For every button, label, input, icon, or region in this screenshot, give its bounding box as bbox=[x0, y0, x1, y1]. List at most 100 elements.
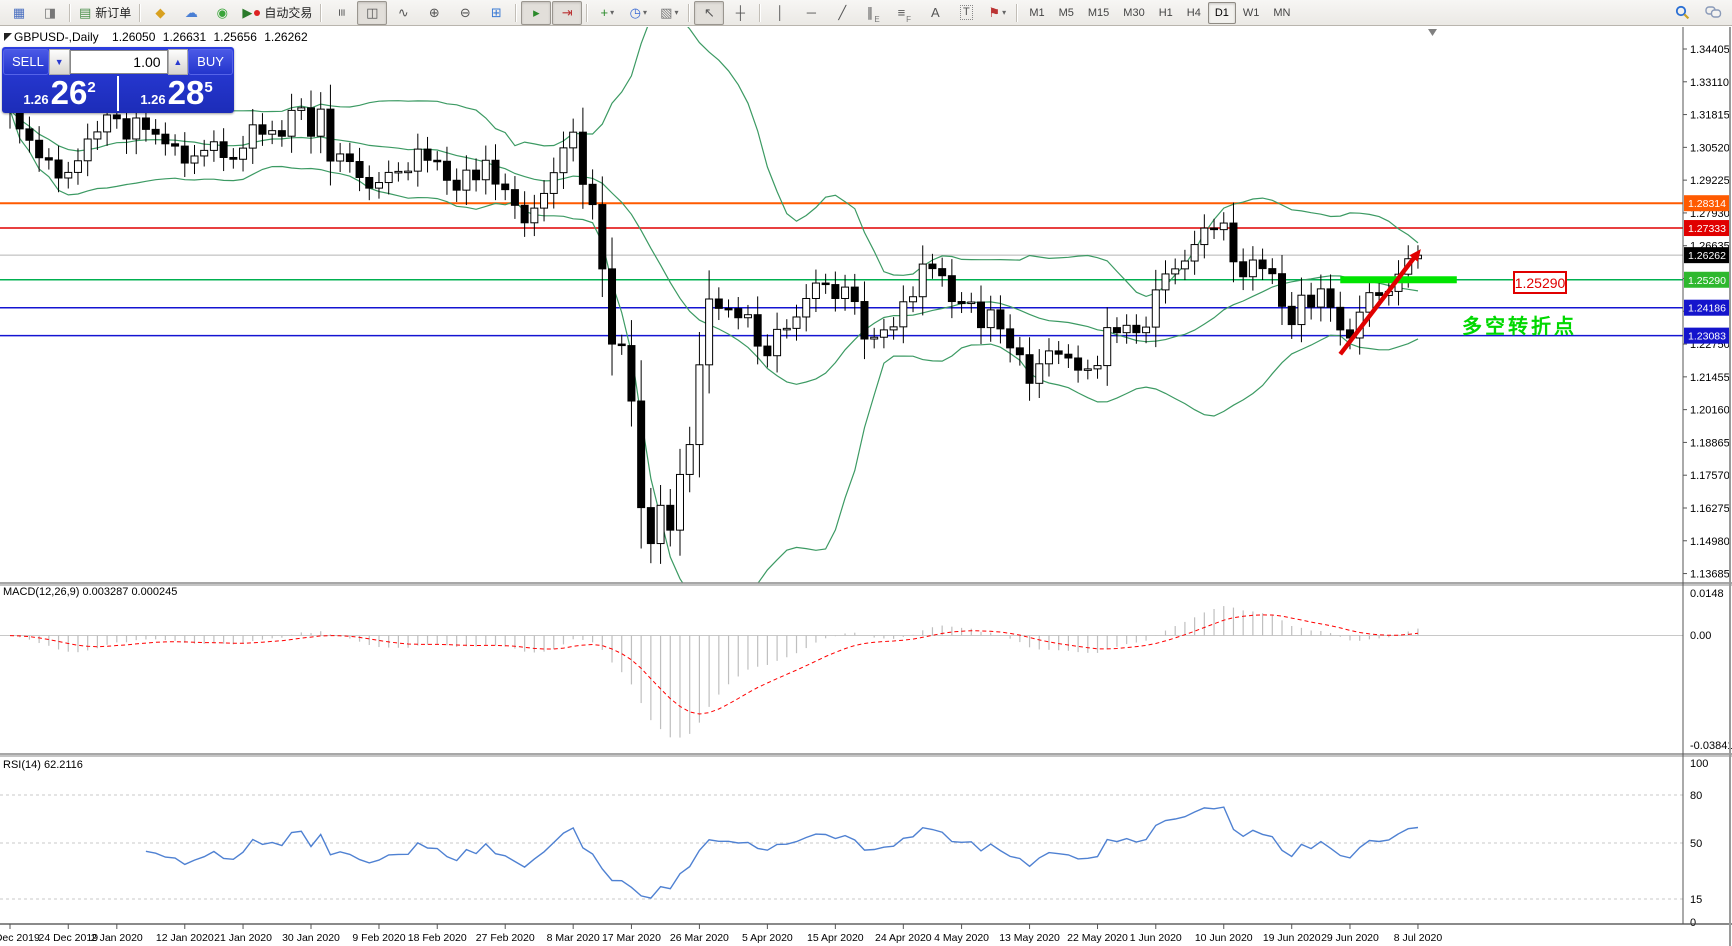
one-click-collapse-icon[interactable] bbox=[4, 33, 12, 41]
tf-button-M15[interactable]: M15 bbox=[1087, 6, 1110, 19]
low-value: 1.25656 bbox=[213, 30, 257, 44]
crosshair-button[interactable]: ┼ bbox=[725, 1, 755, 25]
buy-button[interactable]: BUY bbox=[188, 48, 234, 75]
zoom-out-icon: ⊖ bbox=[459, 5, 471, 20]
autotrading-button[interactable]: ▶ 自动交易 bbox=[238, 1, 316, 25]
svg-text:1.14980: 1.14980 bbox=[1690, 536, 1730, 548]
tf-button-H4[interactable]: H4 bbox=[1186, 6, 1201, 19]
tf-button-H1[interactable]: H1 bbox=[1158, 6, 1173, 19]
cursor-button[interactable]: ↖ bbox=[694, 0, 725, 25]
periods-button[interactable]: ◷ ▾ bbox=[623, 1, 653, 25]
zoom-in-icon: ⊕ bbox=[428, 5, 440, 20]
candlestick-chart-button[interactable]: ◫ bbox=[357, 0, 388, 25]
periods-icon: ◷ bbox=[629, 5, 641, 20]
toolbar-separator bbox=[515, 3, 518, 22]
line-chart-button[interactable]: ∿ bbox=[388, 1, 418, 25]
buy-price-pip: 5 bbox=[204, 79, 213, 96]
chart-title-bar: GBPUSD-,Daily 1.26050 1.26631 1.25656 1.… bbox=[14, 30, 312, 44]
price-flag-annotation[interactable]: 1.25290 bbox=[1513, 271, 1567, 294]
trendline-button[interactable]: ╱ bbox=[827, 1, 857, 25]
rsi-label: RSI(14) 62.2116 bbox=[3, 759, 83, 771]
toolbar-separator bbox=[69, 3, 71, 22]
svg-text:1.28314: 1.28314 bbox=[1688, 198, 1726, 210]
svg-text:2 Jan 2020: 2 Jan 2020 bbox=[91, 932, 143, 944]
new-order-button[interactable]: ▤ 新订单 bbox=[75, 1, 135, 25]
textlabel-button[interactable]: T bbox=[951, 1, 981, 25]
chart-shift-icon: ⇥ bbox=[561, 5, 573, 20]
svg-text:10 Jun 2020: 10 Jun 2020 bbox=[1195, 932, 1253, 944]
toolbar: ▦ ◨ ▤ 新订单 ◆ ☁ ◉ ▶ 自动交易 ≡ ◫ ∿ ⊕ ⊖ ⊞ ▸ ⇥ + ▾ ◷ ▾ ▧ ▾ ↖ ┼ │ ─ ╱ ∥ E ≡ F A T ⚑… bbox=[0, 0, 1732, 26]
svg-text:24 Apr 2020: 24 Apr 2020 bbox=[875, 932, 932, 944]
signals-icon: ◉ bbox=[216, 5, 228, 20]
svg-text:15 Apr 2020: 15 Apr 2020 bbox=[807, 932, 864, 944]
toolbar-separator bbox=[139, 3, 142, 22]
toolbar-separator bbox=[586, 3, 589, 22]
vertical-line-button[interactable]: │ bbox=[765, 1, 795, 25]
svg-text:12 Jan 2020: 12 Jan 2020 bbox=[156, 932, 214, 944]
buy-price[interactable]: 1.26 28 5 bbox=[119, 75, 234, 112]
svg-text:1.23083: 1.23083 bbox=[1688, 331, 1726, 343]
svg-text:4 May 2020: 4 May 2020 bbox=[934, 932, 989, 944]
text-button[interactable]: A bbox=[920, 1, 950, 25]
svg-text:8 Jul 2020: 8 Jul 2020 bbox=[1394, 932, 1443, 944]
svg-text:1.17570: 1.17570 bbox=[1690, 470, 1730, 482]
volume-increase-button[interactable]: ▲ bbox=[167, 48, 189, 75]
chat-button[interactable] bbox=[1698, 1, 1728, 25]
svg-text:50: 50 bbox=[1690, 838, 1702, 850]
svg-text:-0.038415: -0.038415 bbox=[1690, 740, 1732, 752]
dropdown-caret-icon: ▾ bbox=[642, 8, 647, 17]
search-button[interactable] bbox=[1667, 1, 1697, 25]
sell-price[interactable]: 1.26 26 2 bbox=[2, 75, 117, 112]
svg-text:1.27333: 1.27333 bbox=[1688, 223, 1726, 235]
chat-icon bbox=[1704, 5, 1721, 18]
svg-text:18 Feb 2020: 18 Feb 2020 bbox=[408, 932, 467, 944]
svg-text:1.21455: 1.21455 bbox=[1690, 372, 1730, 384]
metaeditor-button[interactable]: ◆ bbox=[145, 1, 175, 25]
dropdown-caret-icon: ▾ bbox=[1002, 8, 1007, 17]
arrows-button[interactable]: ⚑ ▾ bbox=[982, 1, 1012, 25]
sell-button[interactable]: SELL bbox=[3, 48, 49, 75]
volume-decrease-button[interactable]: ▼ bbox=[49, 48, 70, 75]
one-click-trading-panel: SELL ▼ ▲ BUY 1.26 26 2 1.26 28 5 bbox=[2, 47, 234, 113]
zoom-out-button[interactable]: ⊖ bbox=[450, 1, 480, 25]
horizontal-line-button[interactable]: ─ bbox=[796, 1, 826, 25]
volume-input[interactable] bbox=[69, 49, 168, 74]
signals-button[interactable]: ◉ bbox=[207, 1, 237, 25]
tf-button-M1[interactable]: M1 bbox=[1029, 6, 1045, 19]
dropdown-caret-icon: ▾ bbox=[610, 8, 615, 17]
templates-button[interactable]: ▧ ▾ bbox=[654, 1, 684, 25]
cursor-icon: ↖ bbox=[703, 5, 715, 20]
tf-button-M30[interactable]: M30 bbox=[1123, 6, 1145, 19]
turning-point-note[interactable]: 多空转折点 bbox=[1462, 316, 1577, 338]
svg-text:1.33110: 1.33110 bbox=[1690, 77, 1729, 89]
window-profile-button[interactable]: ◨ bbox=[35, 1, 65, 25]
autoscroll-button[interactable]: ▸ bbox=[521, 0, 552, 25]
tf-button-MN[interactable]: MN bbox=[1273, 6, 1291, 19]
svg-text:26 Mar 2020: 26 Mar 2020 bbox=[670, 932, 729, 944]
svg-text:1.20160: 1.20160 bbox=[1690, 405, 1730, 417]
chart-shift-button[interactable]: ⇥ bbox=[552, 0, 583, 25]
tf-button-D1[interactable]: D1 bbox=[1207, 1, 1236, 24]
publish-chart-icon: ☁ bbox=[184, 5, 198, 20]
fibonacci-button[interactable]: ≡ F bbox=[897, 5, 912, 24]
new-chart-button[interactable]: ▦ bbox=[4, 1, 34, 25]
svg-text:1.31815: 1.31815 bbox=[1690, 110, 1730, 122]
autotrading-status-dot bbox=[254, 9, 261, 16]
tf-button-W1[interactable]: W1 bbox=[1242, 6, 1260, 19]
vertical-line-icon: │ bbox=[776, 5, 785, 20]
tile-windows-button[interactable]: ⊞ bbox=[481, 1, 511, 25]
svg-text:22 May 2020: 22 May 2020 bbox=[1067, 932, 1128, 944]
symbol-period-label: GBPUSD-,Daily bbox=[14, 30, 99, 44]
svg-text:15: 15 bbox=[1690, 894, 1702, 906]
indicators-button[interactable]: + ▾ bbox=[592, 1, 622, 25]
tile-windows-icon: ⊞ bbox=[490, 5, 502, 20]
publish-chart-button[interactable]: ☁ bbox=[176, 1, 206, 25]
autotrading-icon: ▶ bbox=[242, 5, 253, 20]
svg-text:80: 80 bbox=[1690, 790, 1702, 802]
zoom-in-button[interactable]: ⊕ bbox=[419, 1, 449, 25]
dropdown-caret-icon: ▾ bbox=[674, 8, 679, 17]
svg-text:1.25290: 1.25290 bbox=[1688, 275, 1726, 287]
tf-button-M5[interactable]: M5 bbox=[1058, 6, 1074, 19]
channel-button[interactable]: ∥ E bbox=[866, 5, 880, 24]
